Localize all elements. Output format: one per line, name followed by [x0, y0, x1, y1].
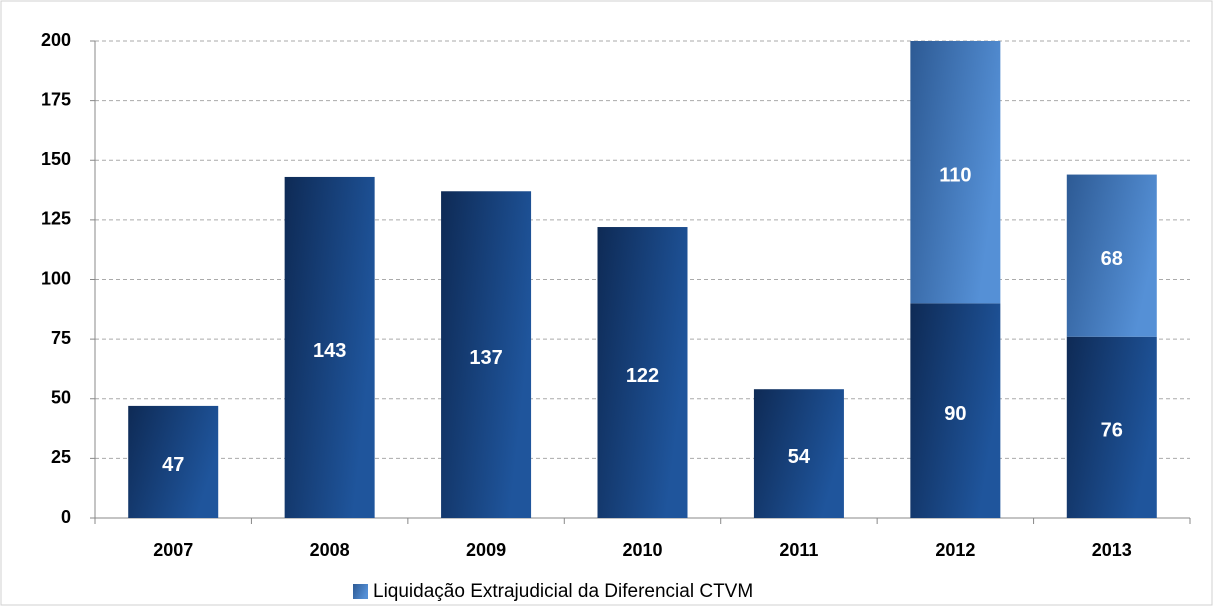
y-tick-label: 0 — [61, 507, 71, 527]
bar-segment — [910, 41, 1001, 304]
y-tick-label: 200 — [41, 30, 71, 50]
y-tick-label: 125 — [41, 209, 71, 229]
x-tick-label: 2009 — [466, 540, 506, 560]
data-label: 143 — [313, 340, 346, 362]
data-label: 122 — [626, 365, 659, 387]
legend-swatch — [353, 584, 368, 599]
data-label: 68 — [1101, 248, 1123, 270]
y-tick-label: 175 — [41, 89, 71, 109]
y-tick-label: 150 — [41, 149, 71, 169]
bar-segment — [441, 191, 532, 518]
data-label: 110 — [939, 164, 971, 186]
y-tick-label: 50 — [51, 388, 71, 408]
x-tick-label: 2010 — [622, 540, 662, 560]
data-label: 137 — [469, 347, 502, 369]
x-tick-label: 2013 — [1092, 540, 1132, 560]
data-label: 90 — [944, 403, 966, 425]
x-tick-label: 2008 — [310, 540, 350, 560]
x-tick-label: 2007 — [153, 540, 193, 560]
data-label: 47 — [162, 454, 184, 476]
data-label: 76 — [1101, 420, 1123, 442]
y-tick-label: 75 — [51, 328, 71, 348]
bar-segment — [910, 303, 1001, 518]
bar-segment — [128, 405, 219, 518]
bar-segment — [284, 176, 375, 518]
bar-segment — [1066, 174, 1157, 337]
bar-segment — [753, 389, 844, 518]
x-tick-label: 2011 — [779, 540, 818, 560]
bar-segment — [597, 227, 688, 518]
x-tick-label: 2012 — [935, 540, 975, 560]
y-tick-label: 25 — [51, 447, 71, 467]
legend-label: Liquidação Extrajudicial da Diferencial … — [373, 581, 753, 602]
y-tick-label: 100 — [41, 268, 71, 288]
data-label: 54 — [788, 446, 811, 468]
bar-segment — [1066, 336, 1157, 518]
